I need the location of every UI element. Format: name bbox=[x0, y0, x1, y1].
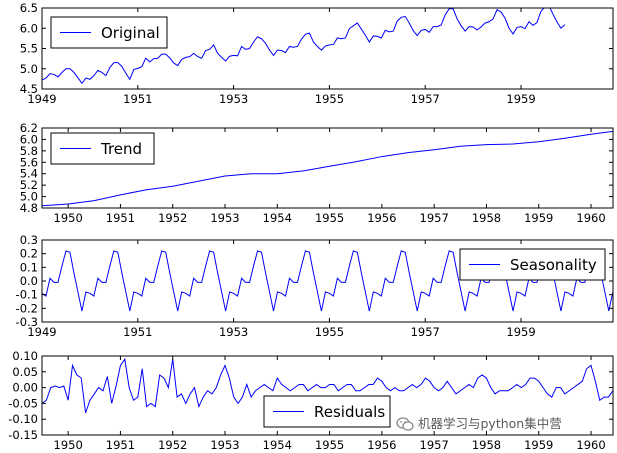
original-legend-label: Original bbox=[101, 24, 160, 42]
trend-xtick-label-1956: 1956 bbox=[367, 211, 396, 225]
trend-ytick-label-5p4: 5.4 bbox=[20, 167, 38, 181]
trend-xtick-label-1957: 1957 bbox=[420, 211, 449, 225]
residuals-xtick-label-1951: 1951 bbox=[106, 438, 135, 452]
residuals-panel: -0.15 -0.10 -0.050.00 0.05 0.10 1950 1951 1952 1… bbox=[8, 349, 614, 452]
residuals-series-line bbox=[42, 357, 613, 414]
seasonality-ytick-label-0p1: 0.1 bbox=[20, 260, 38, 274]
original-legend: Original bbox=[50, 16, 168, 49]
residuals-ytick-label-neg0p10: -0.10 bbox=[8, 412, 38, 426]
trend-legend: Trend bbox=[50, 132, 155, 165]
original-xtick-label-1949: 1949 bbox=[27, 92, 56, 106]
trend-panel: 4.85.05.25.45.65.86.06.2 1950 1951 1952 1953… bbox=[20, 121, 614, 225]
seasonality-ytick-label-0p3: 0.3 bbox=[20, 233, 38, 247]
trend-ytick-label-4p8: 4.8 bbox=[20, 201, 38, 215]
seasonality-ytick-label-neg0p2: -0.2 bbox=[16, 301, 38, 315]
residuals-xtick-label-1957: 1957 bbox=[420, 438, 449, 452]
seasonality-legend-label: Seasonality bbox=[510, 256, 597, 274]
trend-ytick-label-5p6: 5.6 bbox=[20, 155, 38, 169]
residuals-xtick-label-1960: 1960 bbox=[576, 438, 605, 452]
residuals-xtick-label-1953: 1953 bbox=[210, 438, 239, 452]
trend-xtick-label-1954: 1954 bbox=[263, 211, 292, 225]
trend-ytick-label-5p8: 5.8 bbox=[20, 144, 38, 158]
watermark: 机器学习与python集中营 bbox=[396, 413, 562, 432]
trend-xtick-label-1958: 1958 bbox=[472, 211, 501, 225]
trend-xtick-label-1952: 1952 bbox=[158, 211, 187, 225]
residuals-ytick-label-neg0p05: -0.05 bbox=[8, 396, 38, 410]
seasonality-xtick-label-1953: 1953 bbox=[219, 325, 248, 339]
residuals-ytick-label-0p05: 0.05 bbox=[12, 365, 38, 379]
trend-axes-frame bbox=[41, 127, 614, 209]
trend-xtick-label-1959: 1959 bbox=[524, 211, 553, 225]
seasonality-ytick-label-0p0: 0.0 bbox=[20, 274, 38, 288]
original-ytick-label-6p0: 6.0 bbox=[20, 21, 38, 35]
original-ytick-label-6p5: 6.5 bbox=[20, 1, 38, 15]
residuals-legend-label: Residuals bbox=[314, 403, 385, 421]
residuals-xtick-label-1950: 1950 bbox=[54, 438, 83, 452]
seasonality-legend: Seasonality bbox=[459, 248, 606, 281]
original-xtick-label-1959: 1959 bbox=[506, 92, 535, 106]
trend-xtick-label-1950: 1950 bbox=[54, 211, 83, 225]
original-ytick-label-5p5: 5.5 bbox=[20, 42, 38, 56]
seasonality-ytick-label-neg0p1: -0.1 bbox=[16, 288, 38, 302]
residuals-xtick-label-1959: 1959 bbox=[524, 438, 553, 452]
original-series-line bbox=[42, 8, 566, 85]
residuals-legend: Residuals bbox=[263, 395, 391, 428]
trend-legend-label: Trend bbox=[100, 140, 142, 158]
seasonality-ytick-label-0p2: 0.2 bbox=[20, 247, 38, 261]
seasonality-xtick-label-1955: 1955 bbox=[315, 325, 344, 339]
trend-xtick-label-1953: 1953 bbox=[210, 211, 239, 225]
trend-ytick-label-6p2: 6.2 bbox=[20, 121, 38, 135]
trend-ytick-label-6p0: 6.0 bbox=[20, 132, 38, 146]
residuals-axes-frame bbox=[41, 355, 614, 436]
trend-xtick-label-1951: 1951 bbox=[106, 211, 135, 225]
seasonality-panel: -0.3-0.2-0.10.00.10.20.3 1949 1951 1953 1955… bbox=[16, 233, 614, 339]
residuals-ytick-label-0p00: 0.00 bbox=[12, 381, 38, 395]
watermark-text: 机器学习与python集中营 bbox=[418, 416, 562, 431]
residuals-ytick-label-0p10: 0.10 bbox=[12, 349, 38, 363]
trend-xtick-label-1955: 1955 bbox=[315, 211, 344, 225]
seasonality-xtick-label-1949: 1949 bbox=[27, 325, 56, 339]
original-panel: 4.5 5.0 5.5 6.0 6.5 1949 1951 1953 1955 1957 1959 O… bbox=[20, 1, 614, 106]
seasonality-xtick-label-1959: 1959 bbox=[506, 325, 535, 339]
seasonality-ytick-label-neg0p3: -0.3 bbox=[16, 315, 38, 329]
original-xtick-label-1951: 1951 bbox=[123, 92, 152, 106]
seasonality-xtick-label-1957: 1957 bbox=[411, 325, 440, 339]
residuals-xtick-label-1958: 1958 bbox=[472, 438, 501, 452]
seasonality-series-line bbox=[42, 250, 613, 312]
original-xtick-label-1955: 1955 bbox=[315, 92, 344, 106]
original-xtick-label-1957: 1957 bbox=[411, 92, 440, 106]
residuals-xtick-label-1952: 1952 bbox=[158, 438, 187, 452]
original-ytick-label-4p5: 4.5 bbox=[20, 82, 38, 96]
trend-ytick-label-5p0: 5.0 bbox=[20, 190, 38, 204]
seasonality-xtick-label-1951: 1951 bbox=[123, 325, 152, 339]
trend-ytick-label-5p2: 5.2 bbox=[20, 178, 38, 192]
residuals-ytick-label-neg0p15: -0.15 bbox=[8, 428, 38, 442]
original-xtick-label-1953: 1953 bbox=[219, 92, 248, 106]
wechat-icon bbox=[396, 417, 414, 431]
original-ytick-label-5p0: 5.0 bbox=[20, 62, 38, 76]
trend-series-line bbox=[42, 130, 613, 207]
residuals-xtick-label-1954: 1954 bbox=[263, 438, 292, 452]
trend-xtick-label-1960: 1960 bbox=[576, 211, 605, 225]
residuals-xtick-label-1955: 1955 bbox=[315, 438, 344, 452]
residuals-xtick-label-1956: 1956 bbox=[367, 438, 396, 452]
